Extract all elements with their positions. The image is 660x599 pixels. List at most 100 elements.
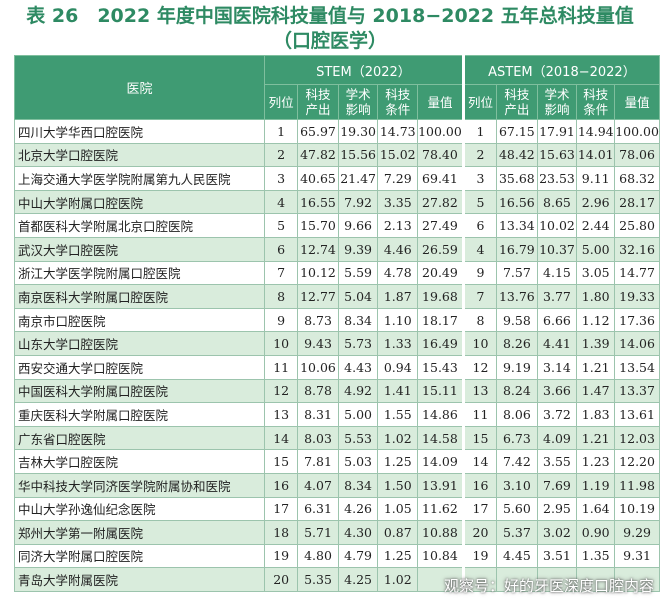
astem-impact-cell: 3.02 <box>536 520 578 545</box>
table-row: 青岛大学附属医院 20 5.35 4.25 1.02 <box>13 567 660 592</box>
astem-rank-cell: 13 <box>461 378 498 404</box>
stem-condition-cell: 15.02 <box>377 142 419 168</box>
stem-value-cell: 10.84 <box>417 543 464 569</box>
astem-output-cell: 5.37 <box>496 520 538 545</box>
condition-header: 科技 条件 <box>377 84 419 120</box>
astem-value-cell: 25.80 <box>614 213 660 238</box>
astem-impact-cell: 3.55 <box>536 449 578 474</box>
stem-output-cell: 8.73 <box>297 307 339 333</box>
stem-impact-cell: 4.30 <box>337 520 379 545</box>
stem-condition-cell: 3.35 <box>377 189 419 215</box>
stem-output-cell: 4.07 <box>297 472 339 498</box>
stem-rank-cell: 18 <box>264 520 299 545</box>
stem-value-cell: 13.91 <box>417 472 464 498</box>
astem-value-cell: 11.98 <box>614 472 660 498</box>
astem-output-cell: 9.19 <box>496 354 538 380</box>
stem-impact-cell: 5.04 <box>337 284 379 309</box>
astem-impact-cell: 4.15 <box>536 260 578 286</box>
astem-rank-cell: 4 <box>461 236 498 262</box>
output-header: 科技 产出 <box>297 84 339 120</box>
stem-rank-cell: 5 <box>264 213 299 238</box>
stem-group-header: STEM（2022） <box>264 55 464 85</box>
stem-condition-cell: 1.25 <box>377 449 419 474</box>
stem-output-cell: 9.43 <box>297 331 339 356</box>
stem-impact-cell: 19.30 <box>337 119 379 144</box>
rank-header-2: 列位 <box>461 84 498 120</box>
stem-rank-cell: 15 <box>264 449 299 474</box>
stem-impact-cell: 5.03 <box>337 449 379 474</box>
table-row: 中山大学孙逸仙纪念医院 17 6.31 4.26 1.05 11.62 17 5.60 2.95… <box>13 496 660 522</box>
table-row: 山东大学口腔医院 10 9.43 5.73 1.33 16.49 10 8.26 4.41 1.3… <box>13 331 660 356</box>
stem-rank-cell: 17 <box>264 496 299 522</box>
astem-output-cell: 8.06 <box>496 402 538 427</box>
stem-output-cell: 15.70 <box>297 213 339 238</box>
hospital-name-cell: 北京大学口腔医院 <box>13 142 266 168</box>
table-row: 西安交通大学口腔医院 11 10.06 4.43 0.94 15.43 12 9.19 3.14… <box>13 354 660 380</box>
astem-value-cell: 10.19 <box>614 496 660 522</box>
stem-condition-cell: 4.78 <box>377 260 419 286</box>
astem-impact-cell: 3.72 <box>536 402 578 427</box>
stem-rank-cell: 12 <box>264 378 299 404</box>
stem-impact-cell: 4.92 <box>337 378 379 404</box>
astem-value-cell: 13.54 <box>614 354 660 380</box>
stem-condition-cell: 14.73 <box>377 119 419 144</box>
value-header-2: 量值 <box>614 84 660 120</box>
stem-impact-cell: 9.66 <box>337 213 379 238</box>
astem-impact-cell: 6.66 <box>536 307 578 333</box>
astem-rank-cell: 19 <box>461 543 498 569</box>
title-line-2: （口腔医学） <box>272 30 387 52</box>
hospital-name-cell: 首都医科大学附属北京口腔医院 <box>13 213 266 238</box>
watermark: 观察号：好的牙医深度口腔内容 <box>443 577 654 595</box>
astem-value-cell: 13.61 <box>614 402 660 427</box>
table-title: 表 26 2022 年度中国医院科技量值与 2018−2022 五年总科技量值 … <box>0 4 660 54</box>
astem-condition-cell: 1.12 <box>576 307 616 333</box>
astem-impact-cell: 3.14 <box>536 354 578 380</box>
stem-output-cell: 5.71 <box>297 520 339 545</box>
stem-output-cell: 10.12 <box>297 260 339 286</box>
stem-value-cell: 27.82 <box>417 189 464 215</box>
astem-output-cell: 13.76 <box>496 284 538 309</box>
table-row: 中国医科大学附属口腔医院 12 8.78 4.92 1.41 15.11 13 8.24 3.6… <box>13 378 660 404</box>
astem-impact-cell: 4.41 <box>536 331 578 356</box>
astem-value-cell: 32.16 <box>614 236 660 262</box>
stem-impact-cell: 7.92 <box>337 189 379 215</box>
hospital-name-cell: 中山大学孙逸仙纪念医院 <box>13 496 266 522</box>
stem-rank-cell: 19 <box>264 543 299 569</box>
astem-value-cell: 13.37 <box>614 378 660 404</box>
hospital-name-cell: 中山大学附属口腔医院 <box>13 189 266 215</box>
astem-rank-cell: 6 <box>461 213 498 238</box>
stem-output-cell: 47.82 <box>297 142 339 168</box>
astem-value-cell: 19.33 <box>614 284 660 309</box>
astem-output-cell: 5.60 <box>496 496 538 522</box>
ranking-table: 医院 STEM（2022） ASTEM（2018−2022） 列位 科技 产出 学… <box>13 55 660 592</box>
astem-output-cell: 9.58 <box>496 307 538 333</box>
astem-value-cell: 78.06 <box>614 142 660 168</box>
hospital-header: 医院 <box>13 55 266 120</box>
stem-value-cell: 16.49 <box>417 331 464 356</box>
stem-impact-cell: 8.34 <box>337 472 379 498</box>
astem-output-cell: 6.73 <box>496 425 538 451</box>
astem-condition-cell: 1.21 <box>576 354 616 380</box>
table-row: 南京市口腔医院 9 8.73 8.34 1.10 18.17 8 9.58 6.66 1.12 17… <box>13 307 660 333</box>
hospital-name-cell: 南京市口腔医院 <box>13 307 266 333</box>
hospital-name-cell: 华中科技大学同济医学院附属协和医院 <box>13 472 266 498</box>
astem-rank-cell: 15 <box>461 425 498 451</box>
astem-rank-cell: 2 <box>461 142 498 168</box>
table-row: 同济大学附属口腔医院 19 4.80 4.79 1.25 10.84 19 4.45 3.51 1… <box>13 543 660 569</box>
stem-condition-cell: 1.55 <box>377 402 419 427</box>
stem-condition-cell: 1.41 <box>377 378 419 404</box>
astem-output-cell: 13.34 <box>496 213 538 238</box>
stem-value-cell: 69.41 <box>417 166 464 191</box>
stem-value-cell: 27.49 <box>417 213 464 238</box>
stem-output-cell: 16.55 <box>297 189 339 215</box>
astem-condition-cell: 2.96 <box>576 189 616 215</box>
stem-condition-cell: 0.94 <box>377 354 419 380</box>
astem-condition-cell: 1.83 <box>576 402 616 427</box>
stem-impact-cell: 5.53 <box>337 425 379 451</box>
astem-value-cell <box>614 567 660 592</box>
stem-condition-cell: 1.25 <box>377 543 419 569</box>
astem-condition-cell: 1.21 <box>576 425 616 451</box>
astem-impact-cell: 10.37 <box>536 236 578 262</box>
stem-output-cell: 10.06 <box>297 354 339 380</box>
stem-output-cell: 12.74 <box>297 236 339 262</box>
